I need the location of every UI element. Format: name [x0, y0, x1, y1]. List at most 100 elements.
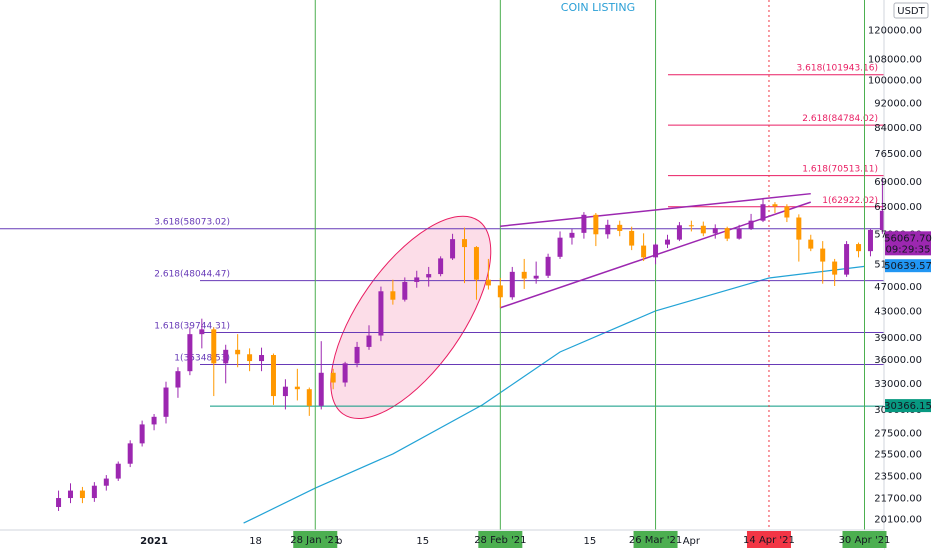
candle: [282, 379, 288, 410]
y-tick-label: 20100.00: [874, 515, 922, 526]
candle-body: [879, 210, 885, 230]
candle-body: [438, 258, 444, 275]
fib-levels-layer: 3.618(58073.02) 2.618(48044.47) 1.618(3974…: [0, 64, 884, 407]
candle: [115, 461, 121, 481]
candle: [306, 387, 312, 416]
candle-body: [79, 490, 85, 499]
candle: [712, 224, 718, 239]
y-tick-label: 100000.00: [868, 76, 922, 87]
candle: [700, 221, 706, 237]
highlight-ellipse: [330, 215, 492, 420]
candle: [605, 219, 611, 239]
candle: [784, 204, 790, 223]
candle: [581, 212, 587, 239]
candle: [342, 361, 348, 387]
candle: [450, 233, 456, 260]
candle-body: [342, 363, 348, 383]
coin-listing-annotation: COIN LISTING: [561, 1, 635, 14]
price-tag: 30366.15: [884, 399, 932, 413]
vertical-marker-tag: 30 Apr '21: [839, 531, 890, 548]
candle-body: [605, 224, 611, 235]
candle: [426, 266, 432, 287]
x-tick-label: 2021: [140, 536, 168, 547]
candle: [378, 286, 384, 342]
candle-body: [282, 386, 288, 397]
candle: [294, 368, 300, 401]
y-tick-label: 63000.00: [874, 202, 922, 213]
candle: [175, 367, 181, 398]
price-tag: 50639.57: [884, 259, 932, 273]
candle: [56, 490, 62, 511]
candle: [462, 227, 468, 284]
candle-body: [306, 389, 312, 406]
candle: [879, 177, 885, 234]
candle: [139, 420, 145, 447]
fib-label-right: 3.618(101943.16): [797, 64, 878, 74]
candle: [497, 277, 503, 308]
candle: [235, 334, 241, 368]
candle: [844, 241, 850, 277]
y-tick-label: 36000.00: [874, 355, 922, 366]
candle-body: [688, 225, 694, 227]
candle: [808, 234, 814, 252]
candle-body: [235, 349, 241, 355]
candle: [760, 198, 766, 223]
candle: [593, 213, 599, 247]
vertical-marker-tag: 28 Jan '21: [290, 531, 340, 548]
candle-body: [426, 274, 432, 278]
y-tick-label: 84000.00: [874, 123, 922, 134]
candle-body: [760, 204, 766, 221]
vertical-marker-tag: 14 Apr '21: [743, 531, 795, 548]
candle-body: [163, 387, 169, 417]
candle: [366, 325, 372, 350]
candle: [796, 214, 802, 262]
candle: [820, 241, 826, 284]
currency-badge[interactable]: USDT: [893, 2, 929, 19]
candle: [414, 270, 420, 288]
price-tag-label: 56067.70: [884, 233, 932, 244]
candle: [641, 233, 647, 262]
candle: [533, 261, 539, 284]
price-tag-label: 50639.57: [884, 261, 932, 272]
marker-tag-label: 28 Feb '21: [474, 535, 526, 546]
candle-body: [820, 248, 826, 262]
candle-body: [724, 228, 730, 239]
candle-body: [509, 271, 515, 298]
candle-body: [664, 239, 670, 245]
candle-body: [56, 498, 62, 508]
candle: [856, 242, 862, 258]
x-tick-label: 15: [584, 536, 597, 547]
fib-label-right: 1(62922.02): [822, 196, 878, 206]
candle: [653, 243, 659, 265]
candle: [772, 202, 778, 214]
candle-body: [211, 329, 217, 364]
candle-body: [354, 346, 360, 364]
candle-body: [473, 247, 479, 280]
candle-body: [856, 244, 862, 252]
candle-body: [712, 228, 718, 234]
candle-body: [67, 490, 73, 499]
candle-body: [653, 244, 659, 258]
y-tick-label: 76500.00: [874, 149, 922, 160]
fib-label-left: 1.618(39744.31): [154, 321, 230, 331]
candle-body: [545, 256, 551, 276]
candle: [259, 347, 265, 372]
candle: [748, 213, 754, 230]
price-tag-time: 09:29:35: [886, 244, 931, 255]
candle: [664, 234, 670, 249]
candle: [438, 256, 444, 277]
candle-body: [832, 261, 838, 275]
candle: [223, 344, 229, 384]
candle-body: [259, 355, 265, 362]
y-tick-label: 69000.00: [874, 177, 922, 188]
candle-body: [521, 271, 527, 279]
candle-body: [223, 349, 229, 364]
candle-body: [151, 416, 157, 425]
price-tag-box: [885, 399, 931, 413]
candle: [211, 327, 217, 397]
candle-body: [199, 329, 205, 335]
candle-body: [533, 275, 539, 279]
candle-body: [462, 239, 468, 248]
